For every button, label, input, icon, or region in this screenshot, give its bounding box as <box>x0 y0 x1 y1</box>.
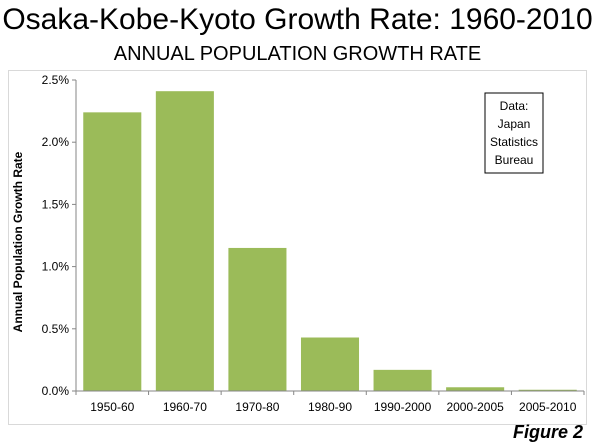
y-axis-label: Annual Population Growth Rate <box>11 151 25 332</box>
bar <box>518 389 577 391</box>
bar <box>228 247 287 391</box>
note-line: Data: <box>500 99 529 113</box>
bars <box>83 91 577 392</box>
x-axis: 1950-60 1960-70 1970-80 1980-90 1990-2000 200… <box>75 390 585 414</box>
bar <box>155 91 214 392</box>
data-source-note: Data: Japan Statistics Bureau <box>484 92 544 174</box>
y-tick-label: 1.5% <box>42 197 70 211</box>
x-tick-label: 2005-2010 <box>519 400 577 414</box>
note-line: Bureau <box>495 153 534 167</box>
chart-title: ANNUAL POPULATION GROWTH RATE <box>113 43 482 65</box>
x-tick-label: 1960-70 <box>163 400 207 414</box>
bar <box>446 387 505 391</box>
y-tick-label: 2.5% <box>42 73 70 87</box>
y-axis: 0.0% 0.5% 1.0% 1.5% 2.0% 2.5% <box>42 73 77 398</box>
page-title: Osaka-Kobe-Kyoto Growth Rate: 1960-2010 <box>2 3 593 36</box>
y-tick-label: 2.0% <box>42 135 70 149</box>
chart-frame <box>8 70 587 425</box>
note-line: Statistics <box>490 135 538 149</box>
x-tick-label: 1980-90 <box>308 400 352 414</box>
y-tick-label: 1.0% <box>42 260 70 274</box>
x-tick-label: 1950-60 <box>90 400 134 414</box>
bar <box>373 369 432 391</box>
bar <box>83 112 142 392</box>
note-box <box>484 92 544 174</box>
x-tick-label: 1990-2000 <box>374 400 432 414</box>
y-tick-label: 0.0% <box>42 384 70 398</box>
note-line: Japan <box>498 117 531 131</box>
x-tick-label: 1970-80 <box>235 400 279 414</box>
figure-label: Figure 2 <box>512 422 583 442</box>
bar <box>300 337 360 391</box>
y-tick-label: 0.5% <box>42 322 70 336</box>
x-tick-label: 2000-2005 <box>446 400 504 414</box>
